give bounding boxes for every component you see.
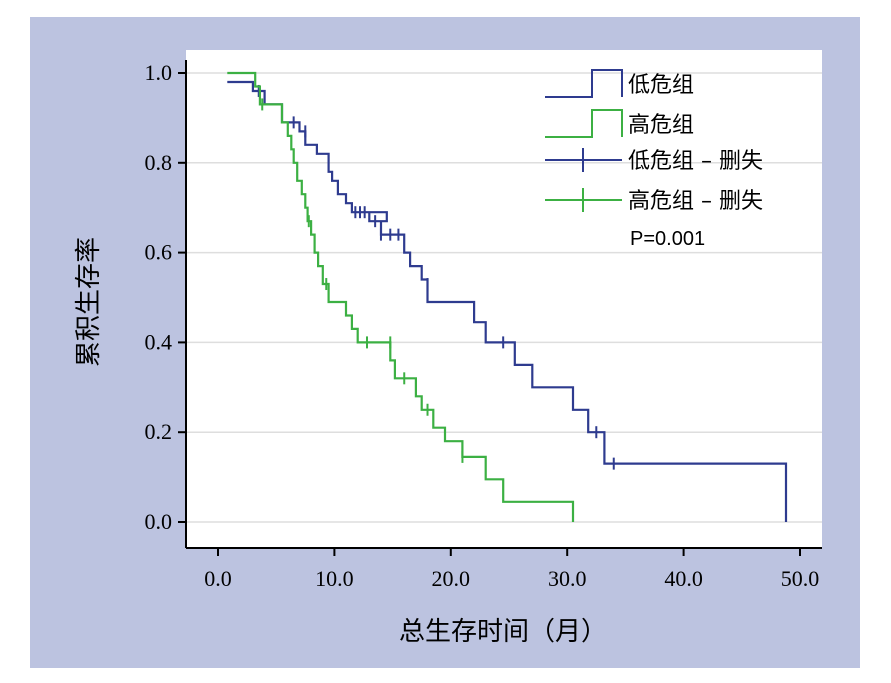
series-line-high-risk [227, 71, 575, 522]
series-layer [227, 71, 788, 522]
p-value-annotation: P=0.001 [630, 228, 705, 250]
x-tick-label-4: 40.0 [664, 566, 703, 591]
grid-lines [186, 50, 822, 548]
legend-label-high-risk: 高危组 [628, 113, 694, 138]
legend: 低危组 高危组 低危组 – 删失 高危组 – 删失 P=0.001 [545, 69, 763, 250]
y-tick-label-3: 0.6 [145, 240, 173, 265]
y-axis-title: 累积生存率 [74, 237, 103, 367]
x-axis-ticks: 0.0 10.0 20.0 30.0 40.0 50.0 [204, 548, 819, 591]
y-tick-label-1: 0.2 [145, 419, 173, 444]
y-tick-label-5: 1.0 [145, 60, 173, 85]
legend-label-low-risk: 低危组 [628, 73, 694, 98]
x-tick-label-5: 50.0 [781, 566, 820, 591]
legend-label-low-censor: 低危组 – 删失 [628, 149, 763, 174]
x-tick-label-3: 30.0 [548, 566, 587, 591]
x-tick-label-1: 10.0 [315, 566, 354, 591]
plot-panel [186, 50, 822, 548]
x-axis-title: 总生存时间（月） [399, 617, 607, 646]
legend-swatch-low-risk [545, 69, 623, 98]
y-tick-label-0: 0.0 [145, 509, 173, 534]
legend-label-high-censor: 高危组 – 删失 [628, 189, 763, 214]
axes [185, 60, 822, 549]
y-axis-ticks: 0.0 0.2 0.4 0.6 0.8 1.0 [145, 60, 186, 534]
y-tick-label-4: 0.8 [145, 150, 173, 175]
y-tick-label-2: 0.4 [145, 329, 173, 354]
x-tick-label-2: 20.0 [432, 566, 471, 591]
legend-swatch-high-risk [545, 109, 623, 138]
x-tick-label-0: 0.0 [204, 566, 232, 591]
